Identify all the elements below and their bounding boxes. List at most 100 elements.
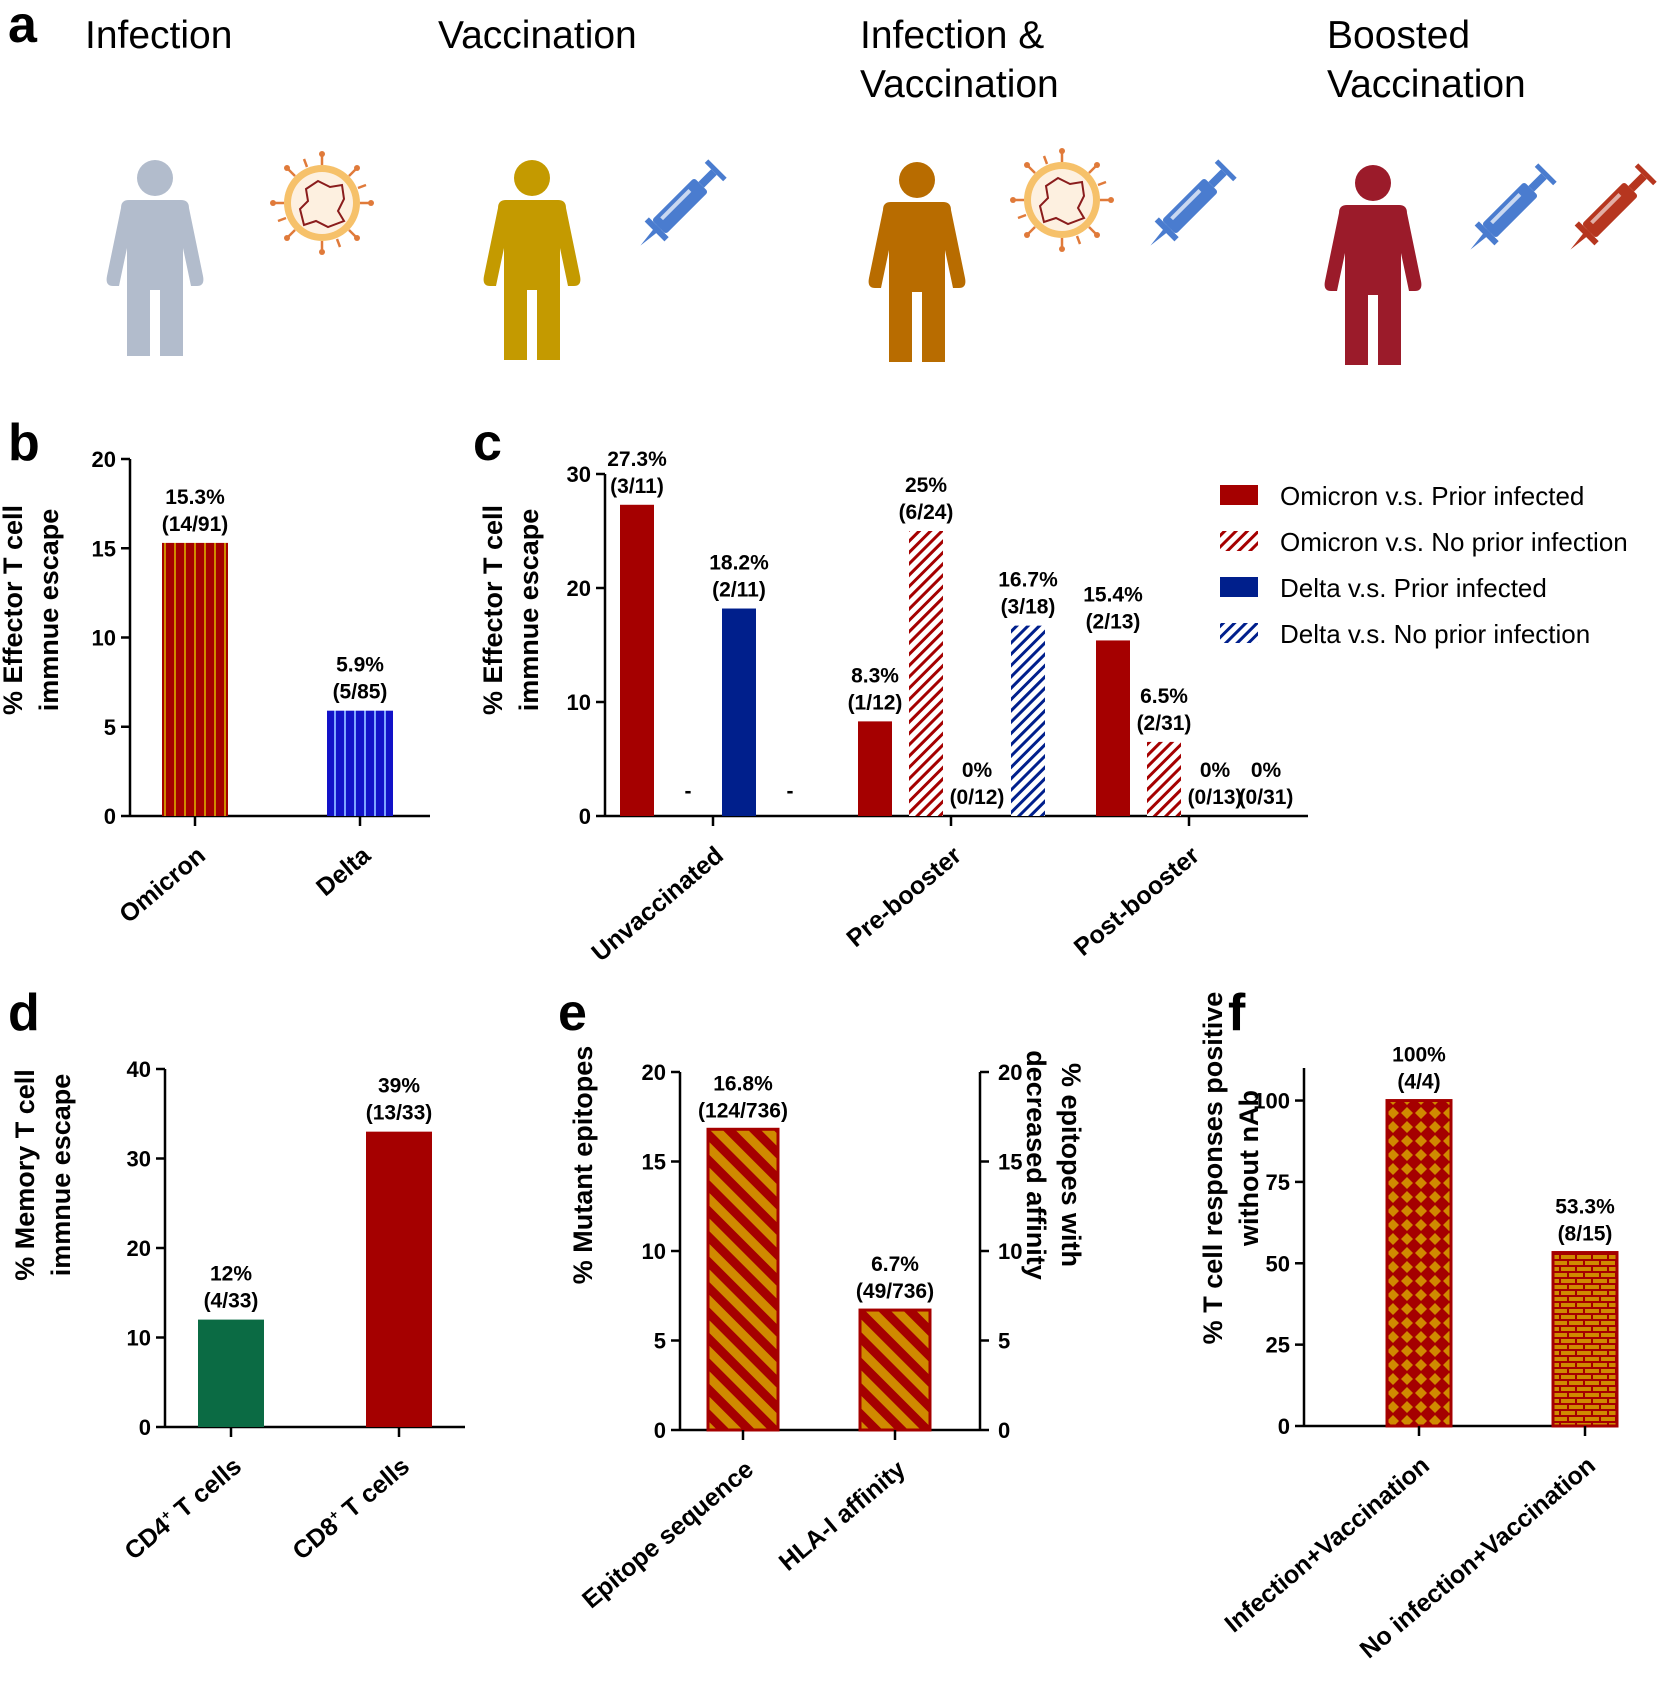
panel-d-chart: % Memory T cell immnue escape 0 10 20 30 40 1…: [10, 1057, 465, 1565]
person-icon: [1324, 165, 1422, 365]
y-axis-label: immnue escape: [46, 1074, 76, 1277]
legend-swatch: [1220, 577, 1258, 597]
bar: [909, 531, 943, 816]
data-label: 6.7%: [871, 1253, 919, 1276]
x-tick-label: Epitope sequence: [577, 1455, 759, 1614]
y-tick-label-right: 5: [998, 1329, 1010, 1354]
bar: [1385, 1099, 1453, 1428]
bar: [1551, 1251, 1619, 1428]
data-label: (0/12): [950, 786, 1005, 809]
scenario-boosted-label-2: Vaccination: [1327, 63, 1526, 106]
bar: [706, 1127, 780, 1432]
data-label: 15.4%: [1083, 583, 1143, 606]
data-label: (49/736): [856, 1280, 934, 1303]
y-tick-label: 0: [1278, 1414, 1290, 1439]
y-axis-label: % Mutant epitopes: [568, 1046, 598, 1285]
data-label: (8/15): [1558, 1223, 1613, 1246]
x-tick-label: Delta: [311, 840, 377, 901]
y-tick-label: 15: [642, 1150, 666, 1175]
data-label: 27.3%: [607, 448, 667, 471]
y-tick-label-right: 15: [998, 1150, 1022, 1175]
y-tick-label-right: 20: [998, 1060, 1022, 1085]
y-tick-label: 75: [1266, 1170, 1290, 1195]
data-label: (4/33): [204, 1290, 259, 1313]
syringe-icon: [1150, 159, 1237, 246]
data-label: -: [787, 780, 794, 803]
legend-swatch: [1220, 623, 1258, 643]
syringe-icon: [1470, 163, 1557, 250]
data-label: (0/31): [1239, 786, 1294, 809]
y-tick-label: 20: [642, 1060, 666, 1085]
data-label: (1/12): [848, 691, 903, 714]
data-label: (2/13): [1086, 610, 1141, 633]
legend-entry: Delta v.s. Prior infected: [1280, 573, 1547, 603]
y-axis-label: immnue escape: [34, 509, 64, 712]
legend-entry: Delta v.s. No prior infection: [1280, 619, 1590, 649]
syringe-icon: [640, 159, 727, 246]
panel-b-chart: % Effector T cell immnue escape 0 5 10 15 20…: [0, 447, 430, 929]
y-tick-label: 5: [104, 715, 116, 740]
panel-label-a: a: [8, 0, 38, 54]
bar: [620, 504, 654, 816]
bar: [162, 542, 228, 816]
y-tick-label: 20: [567, 576, 591, 601]
x-tick-label: Omicron: [114, 841, 211, 929]
data-label: 53.3%: [1555, 1196, 1615, 1219]
data-label: (3/11): [610, 475, 664, 498]
y-axis-label: % Effector T cell: [478, 505, 508, 715]
bar: [858, 1308, 932, 1432]
data-label: 0%: [1200, 759, 1231, 782]
y-tick-label: 25: [1266, 1333, 1290, 1358]
bar: [858, 721, 892, 816]
bar: [327, 710, 393, 816]
data-label: (5/85): [333, 681, 388, 704]
y-axis-label-right: % epitopes with: [1056, 1063, 1086, 1267]
y-axis-label-right: decreased affinity: [1021, 1050, 1051, 1280]
y-axis-label: % T cell responses positive: [1198, 992, 1228, 1345]
bar: [198, 1319, 264, 1427]
panel-c-chart: % Effector T cell immnue escape Omicron …: [478, 448, 1628, 967]
panel-label-e: e: [558, 984, 587, 1042]
data-label: (2/31): [1137, 712, 1192, 735]
data-label: (13/33): [366, 1102, 433, 1125]
panel-e-chart: % Mutant epitopes % epitopes with decrea…: [568, 1046, 1086, 1614]
panel-label-f: f: [1228, 984, 1246, 1042]
data-label: (124/736): [698, 1099, 788, 1122]
x-tick-label: CD8+ T cells: [287, 1451, 415, 1565]
x-tick-label: HLA-I affinity: [774, 1455, 911, 1576]
data-label: 16.8%: [713, 1072, 773, 1095]
data-label: 15.3%: [165, 486, 225, 509]
legend-entry: Omicron v.s. Prior infected: [1280, 481, 1584, 511]
y-tick-label: 0: [139, 1415, 151, 1440]
bar: [1011, 625, 1045, 816]
virus-icon: [1010, 148, 1114, 252]
data-label: (4/4): [1397, 1071, 1440, 1094]
y-tick-label: 0: [579, 804, 591, 829]
x-tick-label: Post-booster: [1069, 841, 1205, 962]
x-tick-label-part: T cells: [164, 1452, 247, 1528]
scenario-boosted-label-1: Boosted: [1327, 14, 1470, 57]
data-label: -: [685, 780, 692, 803]
x-tick-label-part: T cells: [332, 1452, 415, 1528]
data-label: 16.7%: [998, 569, 1058, 592]
data-label: 12%: [210, 1263, 252, 1286]
legend-swatch: [1220, 485, 1258, 505]
y-tick-label: 20: [92, 447, 116, 472]
x-tick-label: Pre-booster: [841, 841, 967, 953]
data-label: 25%: [905, 474, 947, 497]
virus-icon: [270, 151, 374, 255]
bar: [1096, 640, 1130, 816]
y-tick-label: 10: [642, 1239, 666, 1264]
y-tick-label-right: 0: [998, 1418, 1010, 1443]
legend: Omicron v.s. Prior infected Omicron v.s.…: [1220, 481, 1628, 649]
y-tick-label: 40: [127, 1057, 151, 1082]
scenario-infection-vaccination-label-1: Infection &: [860, 14, 1044, 57]
y-tick-label-right: 10: [998, 1239, 1022, 1264]
panel-f-chart: % T cell responses positive without nAb …: [1198, 992, 1619, 1664]
person-icon: [868, 162, 966, 362]
data-label: (6/24): [899, 501, 954, 524]
data-label: 39%: [378, 1075, 420, 1098]
data-label: 0%: [1251, 759, 1282, 782]
legend-swatch: [1220, 531, 1258, 551]
y-axis-label: without nAb: [1234, 1090, 1264, 1247]
